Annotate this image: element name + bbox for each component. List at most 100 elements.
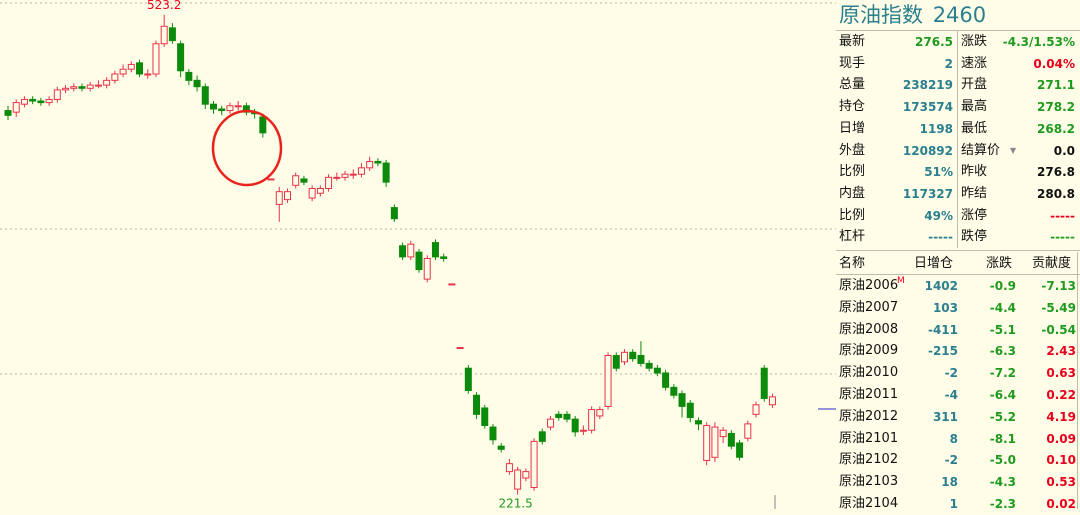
candle bbox=[292, 172, 300, 189]
candle bbox=[456, 347, 464, 350]
candle bbox=[37, 97, 45, 106]
candle bbox=[752, 401, 760, 418]
candle bbox=[12, 99, 20, 117]
quote-value: 1198 bbox=[919, 121, 953, 136]
cell-contrib: 0.02 bbox=[1046, 497, 1076, 511]
quote-row: 最新 276.5 bbox=[836, 31, 956, 53]
candle bbox=[390, 204, 398, 222]
candle bbox=[464, 365, 472, 394]
candle bbox=[62, 85, 70, 94]
quote-row: 外盘 120892 bbox=[836, 140, 956, 162]
candle bbox=[275, 186, 283, 222]
cell-name: 原油2006 bbox=[839, 278, 899, 293]
cell-contrib: -7.13 bbox=[1041, 279, 1076, 293]
cell-chg: -6.3 bbox=[989, 344, 1016, 359]
table-scrollbar[interactable] bbox=[1077, 252, 1078, 509]
candle bbox=[160, 14, 168, 47]
candle bbox=[242, 102, 250, 116]
cell-contrib: -0.54 bbox=[1041, 322, 1076, 337]
quote-label: 外盘 bbox=[839, 142, 866, 158]
candle bbox=[489, 423, 497, 445]
candle bbox=[201, 83, 209, 109]
candle bbox=[357, 163, 365, 178]
candle bbox=[70, 83, 78, 92]
quote-label: 最新 bbox=[839, 34, 866, 49]
table-row[interactable]: 原油2104 1 -2.3 0.02 bbox=[836, 493, 1080, 515]
quote-value: 51% bbox=[924, 165, 953, 180]
candle bbox=[316, 185, 324, 197]
cell-name: 原油2101 bbox=[839, 430, 899, 446]
cell-name: 原油2009 bbox=[839, 343, 899, 359]
cell-oi: 8 bbox=[949, 431, 958, 446]
table-row[interactable]: 原油2012 311 -5.2 4.19 bbox=[836, 406, 1080, 428]
quote-label: 持仓 bbox=[839, 99, 866, 115]
quote-row: 跌停 ----- bbox=[958, 226, 1078, 248]
candle bbox=[440, 253, 448, 262]
quote-value: ----- bbox=[928, 230, 953, 245]
candle bbox=[226, 102, 234, 114]
chart-grid bbox=[0, 2, 836, 509]
candle bbox=[234, 101, 242, 111]
quote-label: 涨停 bbox=[961, 207, 988, 223]
candle bbox=[349, 169, 357, 179]
quote-label: 最低 bbox=[961, 120, 988, 136]
quote-row: 总量 238219 bbox=[836, 74, 956, 96]
cell-chg: -4.3 bbox=[989, 475, 1016, 490]
table-row[interactable]: 原油2102 -2 -5.0 0.10 bbox=[836, 449, 1080, 471]
candle bbox=[20, 96, 28, 108]
table-row[interactable]: 原油2101 8 -8.1 0.09 bbox=[836, 428, 1080, 450]
table-row[interactable]: 原油2008 -411 -5.1 -0.54 bbox=[836, 319, 1080, 341]
quote-row: 昨结 280.8 bbox=[958, 183, 1078, 205]
dropdown-arrow-icon[interactable]: ▼ bbox=[1010, 145, 1017, 155]
quote-label: 跌停 bbox=[961, 229, 988, 245]
candle bbox=[538, 428, 546, 445]
table-row[interactable]: 原油2103 18 -4.3 0.53 bbox=[836, 471, 1080, 493]
col-header-change[interactable]: 涨跌 bbox=[986, 256, 1013, 271]
quote-row: 现手 2 bbox=[836, 53, 956, 75]
quote-row: 比例 49% bbox=[836, 205, 956, 227]
cell-chg: -5.2 bbox=[989, 409, 1016, 424]
quote-row: 日增 1198 bbox=[836, 118, 956, 140]
candle bbox=[283, 188, 291, 203]
low-price-label: 221.5 bbox=[498, 497, 532, 509]
table-row[interactable]: 原油2009 -215 -6.3 2.43 bbox=[836, 340, 1080, 362]
quote-row: 开盘 271.1 bbox=[958, 74, 1078, 96]
candle bbox=[185, 69, 193, 86]
candle bbox=[473, 392, 481, 420]
quote-value: 278.2 bbox=[1037, 100, 1075, 115]
candle bbox=[579, 425, 587, 436]
quote-label: 内盘 bbox=[839, 185, 866, 201]
candle bbox=[514, 466, 522, 495]
candlestick-chart[interactable]: 523.2 221.5 bbox=[0, 0, 836, 509]
table-row[interactable]: 原油2010 -2 -7.2 0.63 bbox=[836, 362, 1080, 384]
quote-panel: 原油指数 2460 最新 276.5 现手 2 总量 238219 持仓 173574 日增 11… bbox=[836, 0, 1080, 511]
cell-chg: -2.3 bbox=[989, 497, 1016, 511]
candle bbox=[604, 352, 612, 410]
candle bbox=[94, 80, 102, 89]
quote-label: 总量 bbox=[839, 77, 866, 93]
table-row[interactable]: 原油2007 103 -4.4 -5.49 bbox=[836, 297, 1080, 319]
candle bbox=[686, 400, 694, 423]
cell-name: 原油2104 bbox=[839, 496, 899, 511]
candle bbox=[119, 64, 127, 78]
candle bbox=[694, 417, 702, 431]
table-row[interactable]: 原油2011 -4 -6.4 0.22 bbox=[836, 384, 1080, 406]
table-row[interactable]: 原油2006 1402 -0.9 -7.13 M bbox=[836, 275, 1080, 297]
col-header-oi[interactable]: 日增仓 bbox=[914, 256, 954, 271]
candlestick-chart-area[interactable]: 523.2 221.5 bbox=[0, 0, 837, 509]
instrument-title: 原油指数 2460 bbox=[836, 0, 1080, 30]
cell-contrib: 0.22 bbox=[1046, 388, 1076, 402]
cell-chg: -5.1 bbox=[989, 322, 1016, 337]
col-header-contrib[interactable]: 贡献度 bbox=[1032, 256, 1072, 271]
col-header-name[interactable]: 名称 bbox=[839, 256, 866, 271]
cell-chg: -6.4 bbox=[989, 388, 1016, 402]
candle bbox=[563, 411, 571, 423]
candle bbox=[259, 113, 267, 138]
candle bbox=[711, 422, 719, 463]
candle bbox=[415, 248, 423, 273]
quote-label: 比例 bbox=[839, 164, 866, 180]
quote-label: 速涨 bbox=[961, 55, 988, 71]
cell-chg: -5.0 bbox=[989, 453, 1016, 468]
candle bbox=[127, 61, 135, 73]
candle bbox=[325, 174, 333, 192]
